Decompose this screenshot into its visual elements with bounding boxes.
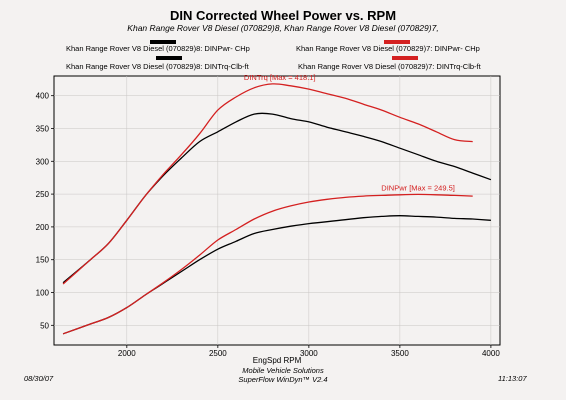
chart-title: DIN Corrected Wheel Power vs. RPM xyxy=(169,8,397,23)
legend-swatch-pwr-8 xyxy=(150,40,176,44)
legend-swatch-trq-7 xyxy=(392,56,418,60)
y-tick-label: 400 xyxy=(36,92,50,101)
legend-item-pwr-8: Khan Range Rover V8 Diesel (070829)8: DI… xyxy=(66,44,250,53)
legend-item-trq-7: Khan Range Rover V8 Diesel (070829)7: DI… xyxy=(298,62,481,71)
chart-subtitle: Khan Range Rover V8 Diesel (070829)8, Kh… xyxy=(127,23,439,33)
series-line-1 xyxy=(62,83,473,285)
x-tick-label: 2000 xyxy=(118,349,136,358)
series-line-3 xyxy=(62,193,473,335)
y-tick-label: 250 xyxy=(36,190,50,199)
software-version: SuperFlow WinDyn™ V2.4 xyxy=(238,375,328,384)
plot-frame xyxy=(53,75,501,346)
y-tick-label: 50 xyxy=(40,321,49,330)
report-date: 08/30/07 xyxy=(24,374,54,383)
y-tick-label: 200 xyxy=(36,223,50,232)
y-tick-label: 300 xyxy=(36,157,50,166)
x-tick-label: 2500 xyxy=(209,349,227,358)
y-tick-label: 100 xyxy=(36,289,50,298)
series-line-0 xyxy=(62,112,492,284)
legend-swatch-trq-8 xyxy=(156,56,182,60)
x-tick-label: 3500 xyxy=(391,349,409,358)
x-tick-label: 4000 xyxy=(482,349,500,358)
legend-item-pwr-7: Khan Range Rover V8 Diesel (070829)7: DI… xyxy=(296,44,480,53)
company-name: Mobile Vehicle Solutions xyxy=(242,366,324,375)
y-tick-label: 350 xyxy=(36,124,50,133)
x-axis-label: EngSpd RPM xyxy=(253,356,302,365)
annotation-1: DINPwr [Max = 249.5] xyxy=(381,183,455,192)
report-time: 11:13:07 xyxy=(498,374,527,383)
legend-swatch-pwr-7 xyxy=(384,40,410,44)
y-tick-label: 150 xyxy=(36,256,50,265)
legend-item-trq-8: Khan Range Rover V8 Diesel (070829)8: DI… xyxy=(66,62,249,71)
series-line-2 xyxy=(62,215,491,335)
annotation-0: DINTrq [Max = 418.1] xyxy=(244,73,316,82)
x-tick-label: 3000 xyxy=(300,349,318,358)
